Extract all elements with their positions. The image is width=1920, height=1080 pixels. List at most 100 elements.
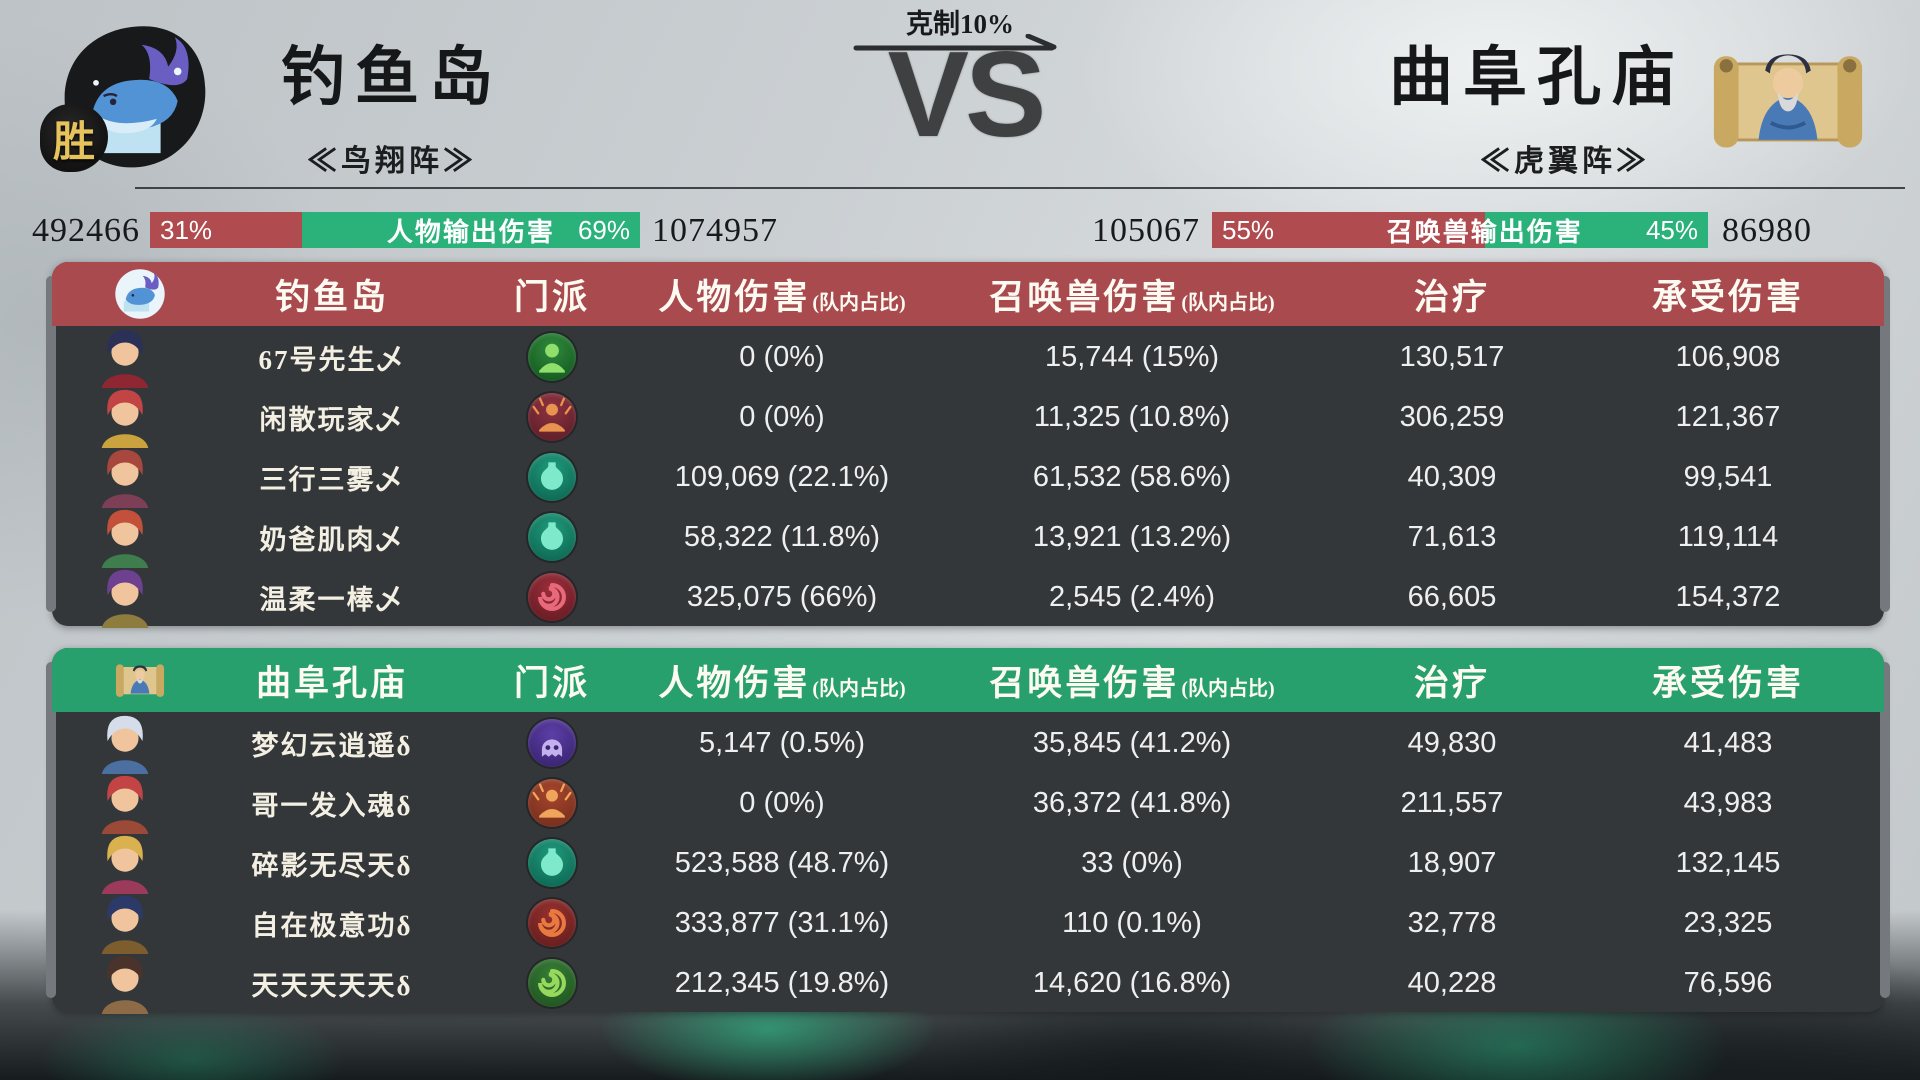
table-row: 碎影无尽天δ 523,588 (48.7%) 33 (0%) 18,907 13…: [52, 832, 1884, 894]
confucius-scroll-icon: [1713, 54, 1863, 148]
pet-damage-value: 14,620 (16.8%): [1032, 966, 1232, 999]
pet-damage-value: 11,325 (10.8%): [1033, 400, 1231, 433]
table-row: 67号先生乄 0 (0%) 15,744 (15%) 130,517 106,9…: [52, 326, 1884, 388]
column-heal: 治疗: [1413, 277, 1490, 317]
person-damage-value: 109,069 (22.1%): [674, 460, 890, 493]
heal-value: 130,517: [1399, 340, 1505, 373]
taken-value: 121,367: [1675, 400, 1781, 433]
person-damage-value: 523,588 (48.7%): [674, 846, 890, 879]
pet-damage-value: 15,744 (15%): [1044, 340, 1220, 373]
crimson-swirl-sect-icon: [528, 573, 576, 621]
player-name: 温柔一棒乄: [259, 584, 405, 615]
table-row: 天天天天天δ 212,345 (19.8%) 14,620 (16.8%) 40…: [52, 952, 1884, 1014]
player-name: 自在极意功δ: [251, 910, 413, 941]
confucius-scroll-icon: [115, 664, 165, 697]
left-team-avatar: 胜: [40, 22, 210, 174]
pet-damage-value: 36,372 (41.8%): [1032, 786, 1232, 819]
player-name: 67号先生乄: [258, 344, 406, 375]
victory-badge: 胜: [40, 104, 108, 172]
heal-value: 306,259: [1399, 400, 1505, 433]
pet-damage-value: 13,921 (13.2%): [1032, 520, 1232, 553]
red-swirl-sect-icon: [528, 899, 576, 947]
taken-value: 106,908: [1675, 340, 1781, 373]
table-row: 三行三雾乄 109,069 (22.1%) 61,532 (58.6%) 40,…: [52, 446, 1884, 508]
left-team-table-header: 钓鱼岛 门派 人物伤害 (队内占比) 召唤兽伤害 (队内占比) 治疗 承受伤害: [52, 262, 1884, 326]
right-team-table-header: 曲阜孔庙 门派 人物伤害 (队内占比) 召唤兽伤害 (队内占比) 治疗 承受伤害: [52, 648, 1884, 712]
column-school: 门派: [513, 277, 590, 317]
pet-bar-label: 召唤兽输出伤害: [1386, 217, 1583, 247]
green-swirl-sect-icon: [528, 959, 576, 1007]
taken-value: 119,114: [1677, 520, 1779, 553]
player-avatar: [94, 326, 156, 388]
heal-value: 40,228: [1407, 966, 1497, 999]
player-name: 天天天天天δ: [251, 970, 413, 1001]
pet-damage-value: 35,845 (41.2%): [1032, 726, 1232, 759]
red-buddha-sect-icon: [528, 393, 576, 441]
left-team-formation: ≪鸟翔阵≫: [307, 145, 477, 178]
player-name: 碎影无尽天δ: [251, 850, 413, 881]
player-avatar: [94, 832, 156, 894]
person-damage-value: 0 (0%): [739, 786, 825, 819]
player-avatar: [94, 892, 156, 954]
pet-damage-right-total: 86980: [1722, 212, 1812, 249]
header-divider: [135, 187, 1905, 189]
person-damage-value: 333,877 (31.1%): [674, 906, 890, 939]
player-name: 哥一发入魂δ: [251, 790, 413, 821]
taken-value: 132,145: [1675, 846, 1781, 879]
table-row: 闲散玩家乄 0 (0%) 11,325 (10.8%) 306,259 121,…: [52, 386, 1884, 448]
pet-damage-value: 110 (0.1%): [1062, 906, 1202, 939]
pet-bar-left-segment: 55%: [1212, 212, 1485, 248]
table-team-name: 曲阜孔庙: [255, 663, 408, 703]
column-heal: 治疗: [1413, 663, 1490, 703]
person-damage-value: 325,075 (66%): [686, 580, 878, 613]
teal-vase-sect-icon: [528, 453, 576, 501]
pet-damage-value: 2,545 (2.4%): [1048, 580, 1216, 613]
person-bar-right-segment: 人物输出伤害 69%: [301, 212, 640, 248]
heal-value: 211,557: [1400, 786, 1504, 819]
heal-value: 18,907: [1407, 846, 1497, 879]
counter-arrow-icon: [853, 34, 1057, 51]
table-row: 自在极意功δ 333,877 (31.1%) 110 (0.1%) 32,778…: [52, 892, 1884, 954]
person-damage-value: 58,322 (11.8%): [683, 520, 881, 553]
column-person-damage: 人物伤害 (队内占比): [658, 277, 906, 317]
person-damage-value: 0 (0%): [739, 340, 825, 373]
player-avatar: [94, 386, 156, 448]
player-name: 三行三雾乄: [259, 464, 405, 495]
column-damage-taken: 承受伤害: [1651, 277, 1804, 317]
column-damage-taken: 承受伤害: [1651, 663, 1804, 703]
heal-value: 40,309: [1407, 460, 1497, 493]
person-damage-ratio-bar: 31% 人物输出伤害 69%: [150, 212, 640, 248]
vs-label: VS: [887, 26, 1047, 162]
purple-ghost-sect-icon: [528, 719, 576, 767]
right-team-name: 曲阜孔庙: [1389, 42, 1685, 113]
taken-value: 41,483: [1683, 726, 1773, 759]
table-row: 温柔一棒乄 325,075 (66%) 2,545 (2.4%) 66,605 …: [52, 566, 1884, 628]
person-damage-right-total: 1074957: [652, 212, 778, 249]
teal-vase-sect-icon: [528, 513, 576, 561]
taken-value: 76,596: [1683, 966, 1773, 999]
taken-value: 154,372: [1675, 580, 1781, 613]
taken-value: 43,983: [1683, 786, 1773, 819]
person-bar-label: 人物输出伤害: [386, 217, 555, 247]
orange-buddha-sect-icon: [528, 779, 576, 827]
table-row: 梦幻云逍遥δ 5,147 (0.5%) 35,845 (41.2%) 49,83…: [52, 712, 1884, 774]
player-avatar: [94, 566, 156, 628]
left-team-name: 钓鱼岛: [281, 42, 503, 113]
left-team-table: 钓鱼岛 门派 人物伤害 (队内占比) 召唤兽伤害 (队内占比) 治疗 承受伤害 67…: [46, 262, 1890, 628]
player-name: 闲散玩家乄: [259, 404, 405, 435]
right-team-formation: ≪虎翼阵≫: [1480, 145, 1650, 178]
player-avatar: [94, 446, 156, 508]
column-school: 门派: [513, 663, 590, 703]
heal-value: 66,605: [1407, 580, 1497, 613]
pet-damage-ratio-bar: 55% 45% 召唤兽输出伤害: [1212, 212, 1708, 248]
pet-damage-left-total: 105067: [1092, 212, 1200, 249]
whale-icon: [115, 269, 165, 319]
person-damage-value: 0 (0%): [739, 400, 825, 433]
counter-bonus-label: 克制10%: [906, 9, 1014, 39]
player-avatar: [94, 772, 156, 834]
taken-value: 23,325: [1683, 906, 1773, 939]
pet-damage-value: 61,532 (58.6%): [1032, 460, 1232, 493]
table-team-name: 钓鱼岛: [274, 277, 389, 317]
pet-bar-right-segment: 45%: [1484, 212, 1708, 248]
heal-value: 49,830: [1407, 726, 1497, 759]
